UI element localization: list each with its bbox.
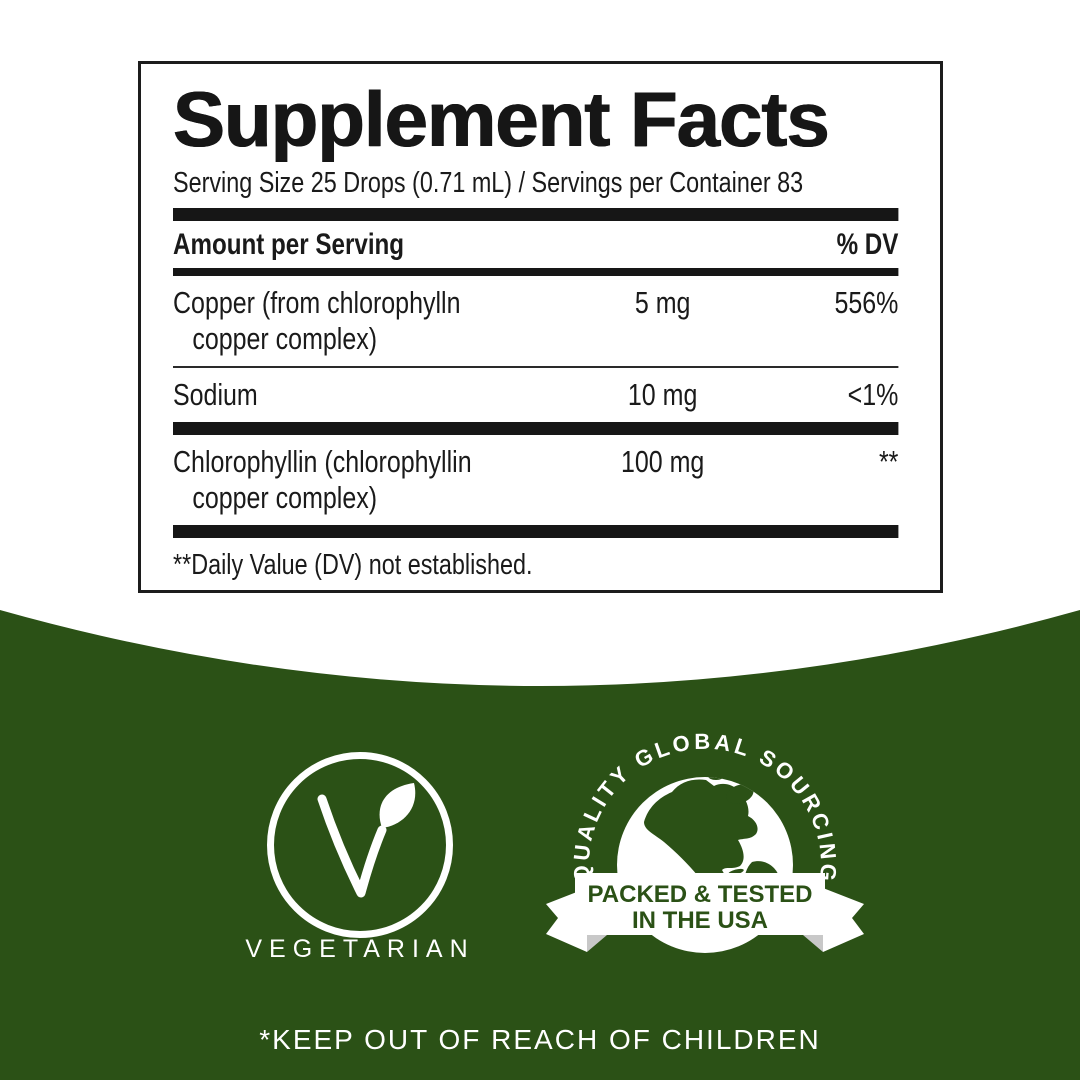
divider-bar-medium	[173, 268, 899, 277]
ribbon-right-fold-shadow	[803, 935, 823, 952]
vegetarian-label: VEGETARIAN	[245, 935, 475, 963]
divider-bar-thick	[173, 422, 899, 436]
nutrient-amount: 100 mg	[620, 444, 705, 480]
nutrient-dv: **	[878, 444, 899, 480]
nutrient-amount: 10 mg	[627, 377, 698, 413]
vegetarian-badge: VEGETARIAN	[245, 752, 468, 963]
nutrient-row-chlorophyllin: Chlorophyllin (chlorophyllin copper comp…	[173, 444, 898, 516]
north-america-shape	[644, 779, 758, 905]
divider-hairline	[173, 366, 899, 369]
facts-table: Serving Size 25 Drops (0.71 mL) / Servin…	[173, 167, 899, 582]
divider-bar-thick	[173, 525, 899, 539]
ribbon-left-fold-shadow	[587, 935, 607, 952]
v-stroke	[317, 794, 387, 898]
nutrient-row-copper: Copper (from chlorophylln copper complex…	[173, 285, 898, 357]
leaf-icon	[379, 783, 416, 828]
percent-dv-header: % DV	[836, 228, 899, 262]
panel-title: Supplement Facts	[173, 75, 830, 163]
nutrient-name: Copper (from chlorophylln copper complex…	[173, 285, 461, 357]
ribbon-right-flap	[823, 888, 864, 952]
ribbon-text-line2: IN THE USA	[632, 907, 768, 934]
v-leaf-circle-icon	[317, 783, 416, 898]
amount-per-serving-header: Amount per Serving	[173, 228, 405, 262]
nutrient-dv: <1%	[847, 377, 899, 413]
ribbon-text-line1: PACKED & TESTED	[588, 881, 813, 908]
supplement-facts-panel: Supplement Facts Serving Size 25 Drops (…	[138, 61, 943, 593]
nutrient-amount: 5 mg	[634, 285, 691, 321]
quality-global-sourcing-badge: QUALITY GLOBAL SOURCING PACKED & TESTED …	[546, 729, 864, 953]
column-header-row: Amount per Serving % DV	[173, 228, 898, 262]
nutrient-name: Chlorophyllin (chlorophyllin copper comp…	[173, 444, 472, 516]
divider-bar-thick	[173, 208, 899, 222]
dv-footnote: **Daily Value (DV) not established.	[173, 549, 533, 582]
vegetarian-circle	[267, 752, 453, 938]
nutrient-row-sodium: Sodium 10 mg <1%	[173, 377, 898, 413]
ribbon-banner: PACKED & TESTED IN THE USA	[546, 873, 864, 952]
ribbon-band	[575, 873, 825, 935]
arctic-island-shape	[708, 777, 724, 780]
greenland-shape	[726, 784, 754, 804]
nutrient-dv: 556%	[834, 285, 899, 321]
nutrient-name: Sodium	[173, 377, 258, 413]
keep-out-of-reach-warning: *KEEP OUT OF REACH OF CHILDREN	[259, 1024, 821, 1055]
serving-size-line: Serving Size 25 Drops (0.71 mL) / Servin…	[173, 167, 804, 199]
